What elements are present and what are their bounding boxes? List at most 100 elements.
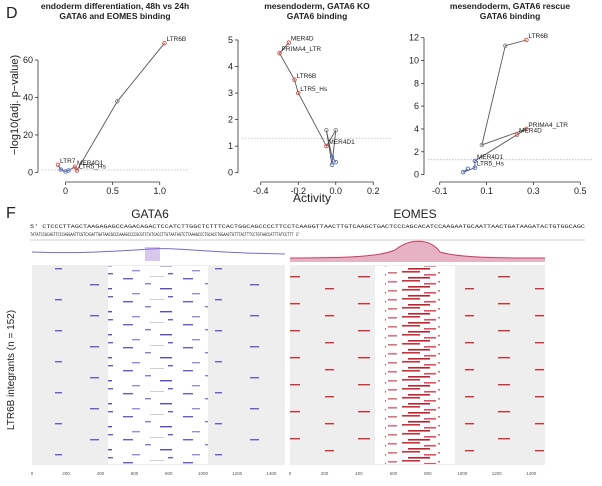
x-tick-label: -0.1 (432, 186, 448, 196)
point (333, 127, 339, 133)
y-tick-label: 4 (228, 62, 233, 72)
profile-area (290, 241, 545, 262)
heatmap-tick-label: 1200 (492, 471, 503, 476)
heatmap-tick-label: 600 (131, 471, 139, 476)
point-label: PRIMA4_LTR (282, 46, 322, 53)
series-line (57, 42, 165, 172)
heatmap-tick-label: 600 (390, 471, 398, 476)
point-label: LTR7 (60, 158, 76, 165)
y-tick-label: 0 (414, 170, 419, 180)
point (292, 77, 297, 83)
heatmap-y-label: LTR6B integrants (n = 152) (6, 310, 17, 430)
point-label: LTR5_Hs (477, 161, 505, 168)
point (329, 154, 335, 160)
heatmap-title: GATA6 (131, 207, 169, 221)
x-tick-label: 1.0 (153, 186, 166, 196)
y-tick-label: 2 (414, 147, 419, 157)
y-tick-label: 1 (228, 141, 233, 151)
point-label: PRIMA4_LTR (528, 122, 568, 129)
heatmap-tick-label: 800 (165, 471, 173, 476)
point (524, 37, 529, 43)
point (524, 126, 529, 132)
heatmap-tick-label: 0 (31, 471, 34, 476)
series-line (278, 42, 337, 165)
x-tick-label: -0.4 (253, 186, 269, 196)
point-label: MER4D1 (477, 154, 504, 161)
chart-title: mesendoderm, GATA6 KO (264, 1, 370, 11)
point (58, 167, 64, 172)
x-tick-label: 0 (63, 186, 68, 196)
x-axis-label: Activity (293, 191, 331, 205)
heatmap-tick-label: 200 (321, 471, 329, 476)
sequence-line: 5' CTCCCTTAGCTAAGAGAGCCAGACAGACTCCATCTTG… (30, 223, 586, 230)
chart-title: endoderm differentiation, 48h vs 24h (41, 1, 189, 11)
heatmap-ticks: 0 200 400 600 800 1000 1200 1400 0 200 400 600 800 10… (31, 471, 537, 476)
y-tick-label: 60 (23, 55, 33, 65)
x-tick-label: 0.1 (480, 186, 493, 196)
x-tick-label: 0.0 (329, 186, 342, 196)
x-tick-label: 0.2 (367, 186, 380, 196)
point-label: LTR6B (166, 36, 186, 43)
x-tick-label: -0.2 (290, 186, 306, 196)
chart-subtitle: GATA6 binding (480, 11, 541, 21)
heatmap-tick-label: 1000 (198, 471, 209, 476)
y-tick-label: 20 (23, 130, 33, 140)
y-tick-label: 8 (414, 78, 419, 88)
point (479, 142, 485, 148)
point (162, 40, 167, 46)
heatmap-tick-label: 1000 (457, 471, 468, 476)
point-label: MER4D1 (328, 139, 355, 146)
point-label: MER4D (291, 36, 314, 43)
point (72, 164, 78, 170)
point (74, 168, 80, 173)
point (324, 127, 329, 133)
point (465, 166, 471, 172)
point (460, 170, 466, 175)
point (55, 162, 61, 168)
profile-curve (289, 240, 546, 259)
y-tick-label: 5 (228, 35, 233, 45)
y-tick-label: 2 (228, 115, 233, 125)
point (277, 50, 282, 56)
y-axis-label: −log10(adj. p−value) (9, 55, 21, 155)
heatmap-title: EOMES (393, 207, 436, 221)
point (66, 168, 71, 173)
point (296, 90, 301, 96)
point-label: LTR6B (297, 73, 317, 80)
point-label: LTR5_Hs (300, 86, 328, 93)
heatmap-core (108, 266, 208, 464)
y-tick-label: 12 (409, 33, 419, 43)
x-tick-label: 0.5 (574, 186, 587, 196)
x-tick-label: 0.3 (527, 186, 540, 196)
heatmap-tick-label: 200 (62, 471, 70, 476)
point (324, 143, 329, 149)
panel-label: D (6, 5, 18, 22)
heatmap-tick-label: 1200 (232, 471, 243, 476)
point (329, 162, 335, 167)
y-tick-label: 10 (409, 56, 419, 66)
chart-subtitle: GATA6 binding (287, 11, 348, 21)
point (472, 158, 478, 164)
panel-label: F (6, 205, 16, 222)
point (115, 99, 120, 104)
point-label: MER4D (519, 128, 542, 135)
point-label: LTR5_Hs (79, 164, 107, 171)
y-tick-label: 4 (414, 124, 419, 134)
series-line (462, 39, 527, 173)
heatmap-tick-label: 400 (97, 471, 105, 476)
y-tick-label: 6 (414, 101, 419, 111)
heatmap-tick-label: 0 (289, 471, 292, 476)
point-label: MER4D1 (77, 160, 104, 167)
heatmap-tick-label: 1400 (266, 471, 277, 476)
y-tick-label: 40 (23, 93, 33, 103)
heatmap-tick-label: 400 (355, 471, 363, 476)
point (333, 159, 339, 165)
chart-title: mesendoderm, GATA6 rescue (450, 1, 570, 11)
point (472, 165, 478, 170)
y-tick-label: 3 (228, 88, 233, 98)
heatmap-tick-label: 800 (424, 471, 432, 476)
profile-curve (31, 248, 286, 255)
profile-highlight (145, 247, 160, 261)
y-tick-label: 0 (28, 167, 33, 177)
